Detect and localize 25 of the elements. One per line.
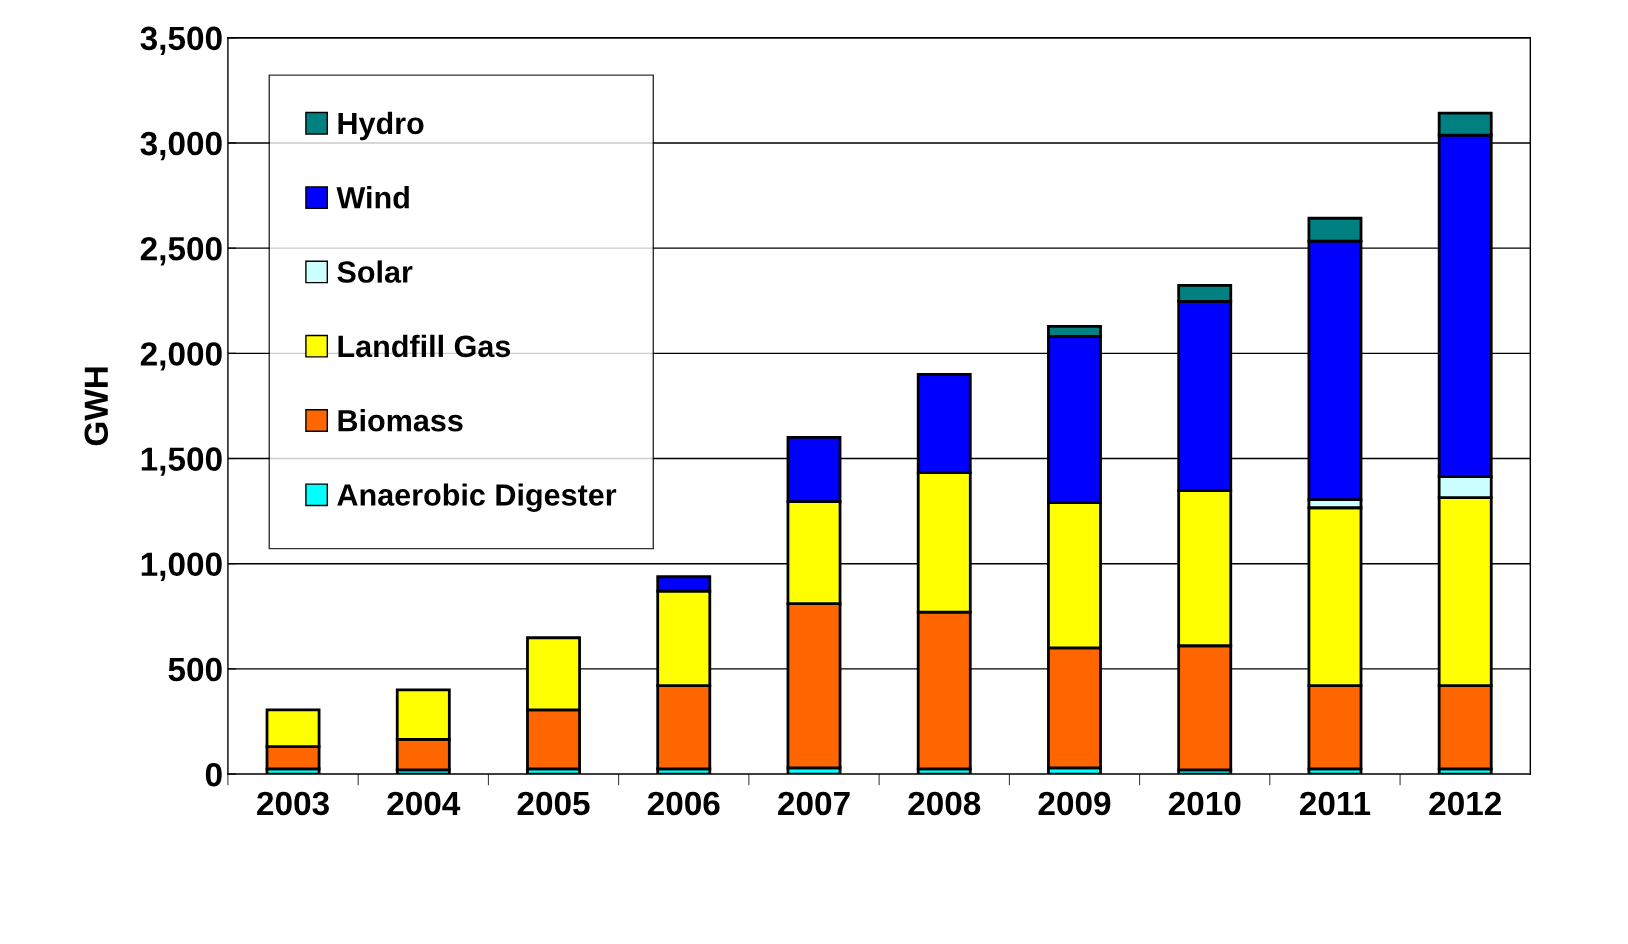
x-tick-label: 2006 <box>647 791 720 816</box>
y-tick-label: 3,000 <box>140 131 222 161</box>
legend-label: Wind <box>336 186 409 209</box>
legend-label: Solar <box>337 260 413 283</box>
y-tick-label: 0 <box>205 762 222 787</box>
legend-label: Anaerobic Digester <box>337 483 617 512</box>
legend-label: Landfill Gas <box>338 334 511 358</box>
y-tick-label: 2,000 <box>140 342 222 371</box>
y-tick-label: 500 <box>168 657 222 682</box>
y-tick-label: 3,500 <box>140 26 222 55</box>
x-tick-label: 2005 <box>517 791 590 816</box>
x-tick-label: 2007 <box>778 791 850 816</box>
legend-label: Biomass <box>338 409 463 432</box>
x-tick-label: 2008 <box>908 791 981 816</box>
x-tick-label: 2009 <box>1038 791 1111 816</box>
y-tick-label: 1,000 <box>141 552 222 581</box>
x-tick-label: 2012 <box>1429 791 1501 816</box>
x-tick-label: 2011 <box>1299 791 1371 816</box>
x-tick-label: 2003 <box>257 791 329 816</box>
x-tick-label: 2010 <box>1168 791 1241 816</box>
x-tick-label: 2004 <box>387 791 461 816</box>
y-tick-label: 2,500 <box>140 236 222 266</box>
y-tick-label: 1,500 <box>141 447 222 476</box>
y-axis-title: GWH <box>84 367 109 446</box>
legend-label: Hydro <box>338 111 424 141</box>
